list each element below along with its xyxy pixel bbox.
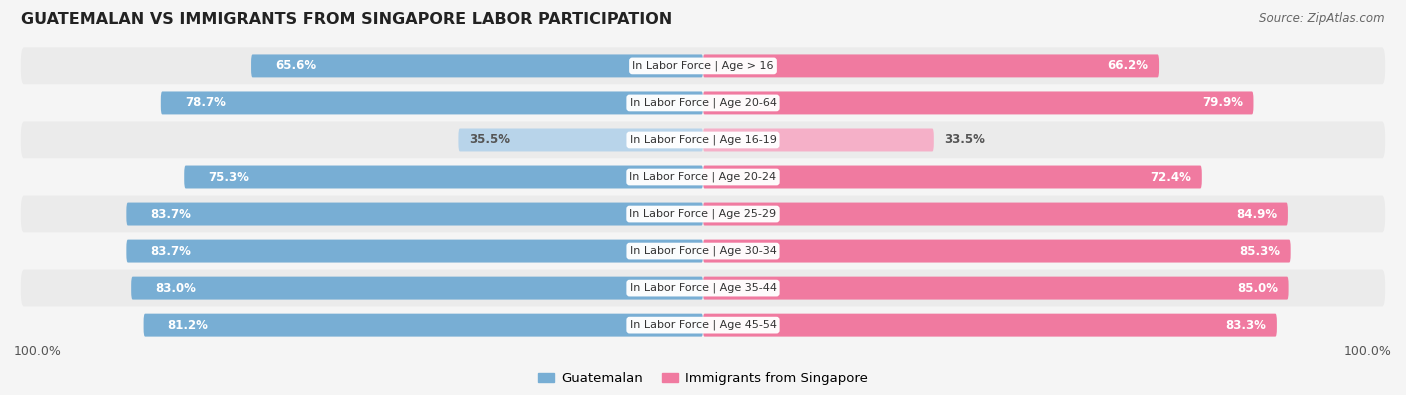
FancyBboxPatch shape (252, 55, 703, 77)
Text: 85.0%: 85.0% (1237, 282, 1278, 295)
FancyBboxPatch shape (703, 314, 1277, 337)
FancyBboxPatch shape (458, 128, 703, 151)
FancyBboxPatch shape (703, 240, 1291, 263)
Text: In Labor Force | Age 35-44: In Labor Force | Age 35-44 (630, 283, 776, 293)
Text: In Labor Force | Age 20-64: In Labor Force | Age 20-64 (630, 98, 776, 108)
FancyBboxPatch shape (160, 92, 703, 115)
FancyBboxPatch shape (21, 196, 1385, 233)
FancyBboxPatch shape (21, 85, 1385, 121)
Text: 83.7%: 83.7% (150, 207, 191, 220)
Text: 65.6%: 65.6% (276, 59, 316, 72)
FancyBboxPatch shape (21, 158, 1385, 196)
Text: 72.4%: 72.4% (1150, 171, 1191, 184)
FancyBboxPatch shape (703, 276, 1289, 299)
FancyBboxPatch shape (703, 92, 1254, 115)
Text: 83.7%: 83.7% (150, 245, 191, 258)
FancyBboxPatch shape (703, 203, 1288, 226)
Text: 35.5%: 35.5% (468, 134, 510, 147)
Text: Source: ZipAtlas.com: Source: ZipAtlas.com (1260, 12, 1385, 25)
Text: In Labor Force | Age 16-19: In Labor Force | Age 16-19 (630, 135, 776, 145)
FancyBboxPatch shape (131, 276, 703, 299)
FancyBboxPatch shape (21, 269, 1385, 307)
Text: GUATEMALAN VS IMMIGRANTS FROM SINGAPORE LABOR PARTICIPATION: GUATEMALAN VS IMMIGRANTS FROM SINGAPORE … (21, 12, 672, 27)
Text: In Labor Force | Age 25-29: In Labor Force | Age 25-29 (630, 209, 776, 219)
FancyBboxPatch shape (21, 47, 1385, 85)
Text: 100.0%: 100.0% (14, 345, 62, 358)
FancyBboxPatch shape (184, 166, 703, 188)
Text: 75.3%: 75.3% (208, 171, 249, 184)
Text: 85.3%: 85.3% (1239, 245, 1281, 258)
Text: 33.5%: 33.5% (945, 134, 986, 147)
Text: 79.9%: 79.9% (1202, 96, 1243, 109)
FancyBboxPatch shape (703, 128, 934, 151)
Text: 78.7%: 78.7% (186, 96, 226, 109)
FancyBboxPatch shape (21, 233, 1385, 269)
Text: 100.0%: 100.0% (1344, 345, 1392, 358)
FancyBboxPatch shape (127, 203, 703, 226)
Text: 83.3%: 83.3% (1226, 319, 1267, 332)
Text: In Labor Force | Age 30-34: In Labor Force | Age 30-34 (630, 246, 776, 256)
Text: In Labor Force | Age 20-24: In Labor Force | Age 20-24 (630, 172, 776, 182)
FancyBboxPatch shape (143, 314, 703, 337)
FancyBboxPatch shape (703, 55, 1159, 77)
Text: In Labor Force | Age > 16: In Labor Force | Age > 16 (633, 61, 773, 71)
Text: In Labor Force | Age 45-54: In Labor Force | Age 45-54 (630, 320, 776, 330)
Text: 84.9%: 84.9% (1236, 207, 1278, 220)
FancyBboxPatch shape (21, 121, 1385, 158)
Legend: Guatemalan, Immigrants from Singapore: Guatemalan, Immigrants from Singapore (533, 367, 873, 390)
FancyBboxPatch shape (127, 240, 703, 263)
Text: 83.0%: 83.0% (155, 282, 197, 295)
FancyBboxPatch shape (703, 166, 1202, 188)
FancyBboxPatch shape (21, 307, 1385, 344)
Text: 66.2%: 66.2% (1108, 59, 1149, 72)
Text: 81.2%: 81.2% (167, 319, 208, 332)
